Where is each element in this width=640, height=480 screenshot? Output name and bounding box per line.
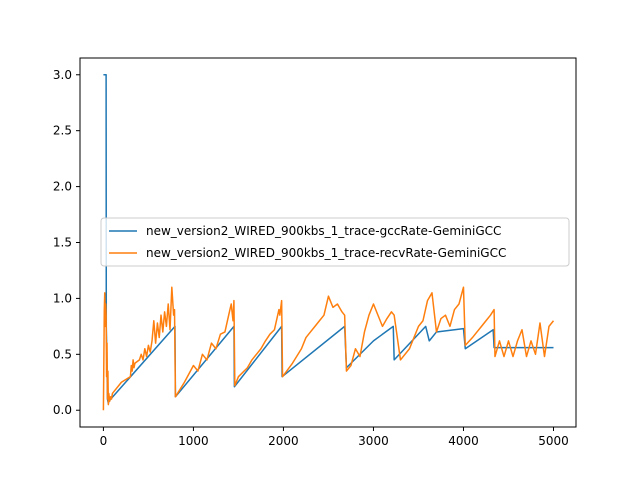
- x-axis: 0 1000 2000 3000 4000 5000: [100, 427, 569, 448]
- x-tick-label: 5000: [538, 434, 569, 448]
- y-tick-label: 2.5: [53, 124, 72, 138]
- x-tick-label: 1000: [178, 434, 209, 448]
- y-axis: 0.0 0.5 1.0 1.5 2.0 2.5 3.0: [53, 68, 80, 417]
- series-layer: [102, 74, 555, 411]
- legend-label-1: new_version2_WIRED_900kbs_1_trace-gccRat…: [146, 224, 501, 238]
- series-line-2: [102, 286, 555, 411]
- y-tick-label: 3.0: [53, 68, 72, 82]
- legend-box: [100, 217, 570, 267]
- x-tick-label: 0: [100, 434, 108, 448]
- y-tick-label: 0.0: [53, 403, 72, 417]
- y-tick-label: 1.0: [53, 291, 72, 305]
- y-tick-label: 1.5: [53, 236, 72, 250]
- y-tick-label: 0.5: [53, 347, 72, 361]
- x-tick-label: 4000: [448, 434, 479, 448]
- x-tick-label: 2000: [268, 434, 299, 448]
- legend-label-2: new_version2_WIRED_900kbs_1_trace-recvRa…: [146, 246, 506, 260]
- y-tick-label: 2.0: [53, 180, 72, 194]
- legend: new_version2_WIRED_900kbs_1_trace-gccRat…: [100, 217, 570, 267]
- x-tick-label: 3000: [358, 434, 389, 448]
